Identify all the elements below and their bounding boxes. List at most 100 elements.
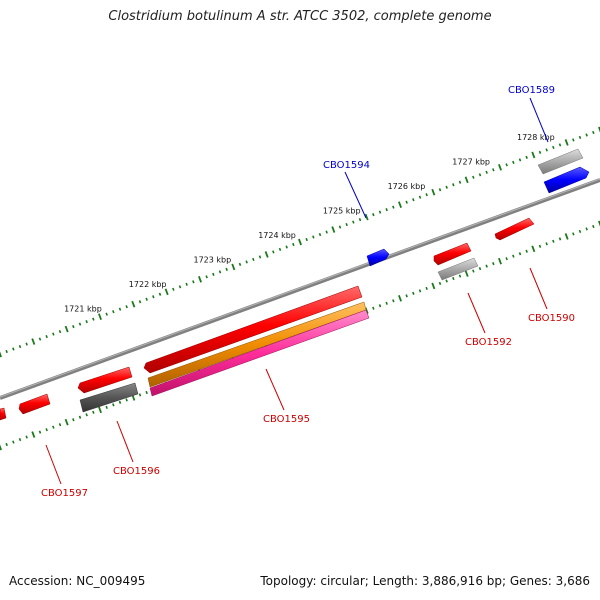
- outer-ring-minor-tick: [258, 255, 262, 259]
- inner-ring-minor-tick: [385, 301, 388, 305]
- inner-ring-minor-tick: [112, 403, 115, 407]
- inner-ring-minor-tick: [572, 232, 575, 236]
- inner-ring-minor-tick: [558, 237, 562, 241]
- accession-text: Accession: NC_009495: [9, 574, 146, 588]
- outer-ring-minor-tick: [238, 262, 242, 266]
- gene-feature-cbo1589[interactable]: [543, 166, 590, 194]
- outer-ring-major-tick: [264, 251, 269, 258]
- inner-ring-minor-tick: [145, 390, 148, 395]
- outer-ring-minor-tick: [172, 287, 175, 291]
- gene-feature-cbo1596[interactable]: [79, 382, 139, 413]
- gene-feature-cbo1592-red[interactable]: [433, 242, 472, 266]
- outer-ring-minor-tick: [218, 270, 222, 274]
- gene-feature-cbo1594[interactable]: [366, 248, 390, 267]
- inner-ring-minor-tick: [592, 224, 595, 229]
- outer-ring-minor-tick: [345, 222, 348, 227]
- outer-ring-minor-tick: [312, 235, 315, 239]
- inner-ring-minor-tick: [18, 437, 22, 442]
- leader-cbo1589: [529, 97, 549, 143]
- outer-ring-minor-tick: [178, 285, 182, 289]
- outer-ring-minor-tick: [158, 292, 162, 296]
- outer-ring-major-tick: [464, 176, 469, 184]
- outer-ring-minor-tick: [252, 257, 255, 262]
- outer-ring-minor-tick: [505, 163, 508, 167]
- outer-ring-minor-tick: [152, 295, 155, 299]
- inner-ring-major-tick: [431, 282, 436, 290]
- inner-ring-major-tick: [498, 257, 502, 265]
- outer-ring-minor-tick: [52, 332, 55, 336]
- inner-ring-major-tick: [531, 245, 536, 253]
- gene-feature-cbo1590[interactable]: [494, 217, 535, 241]
- outer-ring-minor-tick: [525, 155, 528, 159]
- gene-feature-cbo1595[interactable]: [149, 309, 370, 397]
- gene-label-cbo1592[interactable]: CBO1592: [465, 337, 512, 348]
- outer-ring-minor-tick: [18, 344, 22, 349]
- gene-label-cbo1596[interactable]: CBO1596: [113, 466, 160, 477]
- inner-ring-minor-tick: [525, 249, 528, 253]
- inner-ring-major-tick: [564, 233, 569, 240]
- gene-feature-edge-red[interactable]: [0, 407, 7, 421]
- inner-ring-major-tick: [98, 406, 102, 414]
- outer-ring-minor-tick: [118, 307, 122, 311]
- gene-label-cbo1595[interactable]: CBO1595: [263, 414, 310, 425]
- outer-ring-minor-tick: [192, 280, 195, 284]
- outer-ring-minor-tick: [478, 173, 482, 177]
- outer-ring-minor-tick: [585, 133, 588, 137]
- inner-ring-minor-tick: [52, 425, 55, 429]
- leader-cbo1595: [265, 368, 285, 411]
- outer-ring-minor-tick: [12, 347, 15, 351]
- gene-label-cbo1590[interactable]: CBO1590: [528, 313, 575, 324]
- inner-ring-minor-tick: [452, 276, 455, 281]
- outer-ring-major-tick: [564, 139, 569, 146]
- inner-ring-major-tick: [0, 444, 2, 451]
- inner-ring-minor-tick: [545, 242, 548, 246]
- gene-label-cbo1597[interactable]: CBO1597: [41, 488, 88, 499]
- inner-ring-minor-tick: [425, 286, 428, 291]
- inner-ring-minor-tick: [38, 430, 42, 434]
- outer-ring-minor-tick: [545, 148, 548, 152]
- genome-backbone-highlight: [0, 178, 600, 398]
- inner-ring-minor-tick: [78, 415, 82, 419]
- outer-ring-major-tick: [231, 263, 236, 271]
- kbp-label-1728: 1728 kbp: [517, 133, 555, 142]
- inner-ring-minor-tick: [412, 291, 415, 295]
- outer-ring-minor-tick: [272, 250, 275, 254]
- inner-ring-minor-tick: [445, 279, 448, 283]
- inner-ring-minor-tick: [485, 264, 488, 268]
- gene-feature-cbo1597[interactable]: [18, 393, 51, 415]
- inner-ring-minor-tick: [538, 244, 542, 248]
- outer-ring-minor-tick: [592, 130, 595, 135]
- gene-feature-gray-cbo1589[interactable]: [537, 148, 584, 175]
- outer-ring-minor-tick: [72, 325, 75, 329]
- gene-label-cbo1589[interactable]: CBO1589: [508, 85, 555, 96]
- gene-feature-cbo1592[interactable]: [437, 257, 479, 281]
- outer-ring-minor-tick: [352, 220, 355, 224]
- outer-ring-minor-tick: [358, 218, 362, 222]
- leader-cbo1592: [467, 292, 486, 334]
- outer-ring-minor-tick: [405, 200, 408, 204]
- outer-ring-minor-tick: [578, 135, 582, 140]
- outer-ring-minor-tick: [412, 198, 415, 202]
- gene-feature-cbo1595-red[interactable]: [143, 285, 363, 374]
- gene-feature-cbo1595-orange[interactable]: [147, 301, 367, 388]
- outer-ring-minor-tick: [385, 208, 388, 212]
- inner-ring-minor-tick: [478, 267, 482, 271]
- outer-ring-minor-tick: [558, 143, 562, 147]
- outer-ring-minor-tick: [125, 305, 128, 309]
- inner-ring-minor-tick: [405, 294, 408, 298]
- outer-ring-major-tick: [164, 288, 169, 296]
- inner-ring-minor-tick: [578, 229, 582, 234]
- inner-ring-minor-tick: [492, 262, 495, 266]
- reverse-genes: [0, 217, 535, 421]
- outer-ring-major-tick: [331, 226, 336, 233]
- outer-ring-major-tick: [531, 151, 536, 159]
- gene-label-cbo1594[interactable]: CBO1594: [323, 160, 370, 171]
- outer-ring-minor-tick: [392, 205, 395, 209]
- outer-ring-minor-tick: [212, 272, 215, 276]
- gene-labels: CBO1589 CBO1594 CBO1590 CBO1592 CBO1595 …: [41, 85, 575, 499]
- gene-feature-cbo1596-red[interactable]: [77, 366, 133, 394]
- inner-ring-minor-tick: [138, 393, 142, 397]
- kbp-label-1726: 1726 kbp: [388, 182, 426, 191]
- inner-ring-major-tick: [598, 220, 600, 227]
- kbp-label-1725: 1725 kbp: [323, 207, 361, 216]
